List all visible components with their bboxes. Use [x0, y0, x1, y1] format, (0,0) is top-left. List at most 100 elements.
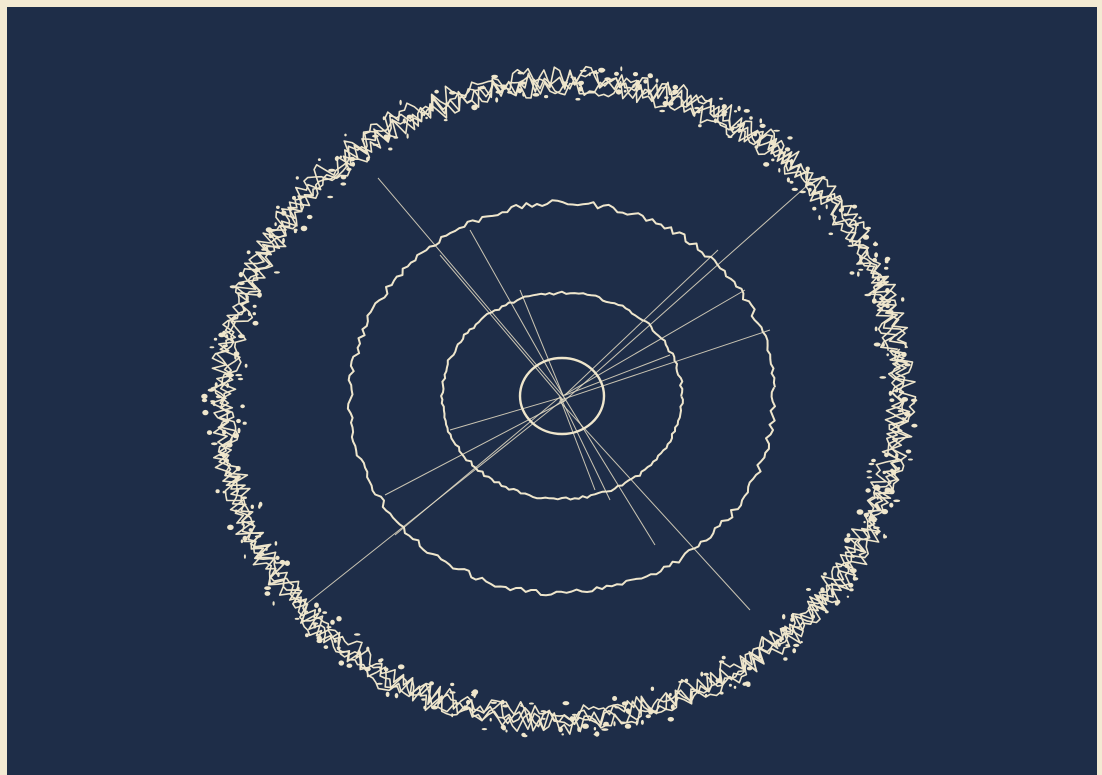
- ray: [439, 254, 565, 401]
- speck: [464, 707, 469, 711]
- speck: [522, 92, 525, 97]
- speck: [383, 134, 389, 140]
- radial-lines: [304, 177, 811, 611]
- speck: [227, 524, 234, 530]
- speck: [450, 682, 455, 687]
- speck: [889, 398, 895, 403]
- speck: [853, 575, 856, 581]
- speck: [670, 704, 675, 710]
- speck: [397, 664, 405, 670]
- speck: [825, 204, 828, 210]
- speck: [237, 427, 241, 434]
- speck: [542, 717, 546, 720]
- speck: [215, 395, 222, 399]
- speck: [782, 614, 786, 620]
- speck: [569, 716, 574, 722]
- speck: [346, 167, 352, 171]
- speck: [349, 156, 356, 162]
- speck: [865, 226, 871, 230]
- speck: [777, 642, 781, 647]
- speck: [544, 95, 549, 99]
- speck: [443, 119, 448, 122]
- speck: [771, 158, 775, 162]
- speck: [366, 646, 370, 652]
- speck: [647, 74, 654, 79]
- ray: [469, 229, 565, 397]
- third-ring: [440, 290, 684, 501]
- speck: [612, 696, 618, 701]
- speck: [773, 129, 780, 132]
- speck: [232, 433, 239, 439]
- speck: [760, 646, 763, 650]
- speck: [234, 509, 238, 513]
- speck: [233, 351, 240, 357]
- speck: [648, 709, 654, 715]
- speck: [209, 346, 215, 349]
- speck: [604, 77, 611, 81]
- speck: [876, 495, 879, 500]
- speck: [495, 90, 503, 94]
- speck: [890, 468, 894, 473]
- speck: [882, 470, 887, 475]
- speck: [769, 631, 773, 636]
- speck: [357, 649, 361, 655]
- speck: [792, 648, 797, 654]
- speck: [338, 660, 345, 666]
- speck: [240, 539, 244, 544]
- speck: [632, 72, 639, 77]
- speck: [570, 76, 574, 79]
- speck: [354, 633, 361, 636]
- speck: [317, 607, 322, 613]
- speck: [834, 601, 839, 606]
- speck: [201, 393, 208, 400]
- speck: [650, 686, 655, 691]
- speck: [844, 537, 851, 543]
- speck: [879, 376, 887, 379]
- core-ring: [518, 356, 606, 436]
- speck: [372, 143, 379, 146]
- speck: [721, 655, 726, 660]
- speck: [858, 258, 862, 264]
- speck: [240, 404, 245, 409]
- speck: [759, 123, 766, 128]
- speck: [614, 71, 619, 76]
- speck: [872, 242, 879, 247]
- speck: [721, 110, 728, 114]
- speck: [866, 476, 873, 479]
- speck: [406, 133, 409, 139]
- speck: [265, 227, 273, 233]
- speck: [865, 488, 871, 493]
- speck: [879, 297, 886, 301]
- speck: [236, 475, 241, 479]
- speck: [831, 591, 835, 596]
- speck: [733, 685, 737, 689]
- speck: [466, 699, 471, 705]
- speck: [849, 271, 855, 275]
- speck: [719, 97, 723, 100]
- speck: [645, 714, 651, 719]
- speck: [865, 251, 869, 255]
- speck: [883, 535, 887, 539]
- speck: [876, 277, 881, 282]
- speck: [805, 588, 812, 591]
- speck: [402, 118, 406, 124]
- speck: [625, 708, 631, 714]
- speck: [897, 467, 901, 470]
- speck: [635, 79, 641, 86]
- speck: [425, 116, 428, 120]
- speck: [228, 471, 232, 477]
- speck: [871, 458, 876, 463]
- speck: [737, 123, 742, 127]
- speck: [877, 281, 883, 288]
- ray: [559, 396, 611, 501]
- speck: [784, 147, 791, 152]
- speck: [201, 398, 208, 403]
- speck: [790, 613, 795, 619]
- speck: [901, 351, 907, 358]
- speck: [279, 559, 286, 565]
- speck: [207, 388, 215, 392]
- speck: [895, 453, 899, 459]
- speck: [715, 678, 723, 684]
- speck: [713, 118, 718, 124]
- speck: [705, 693, 708, 697]
